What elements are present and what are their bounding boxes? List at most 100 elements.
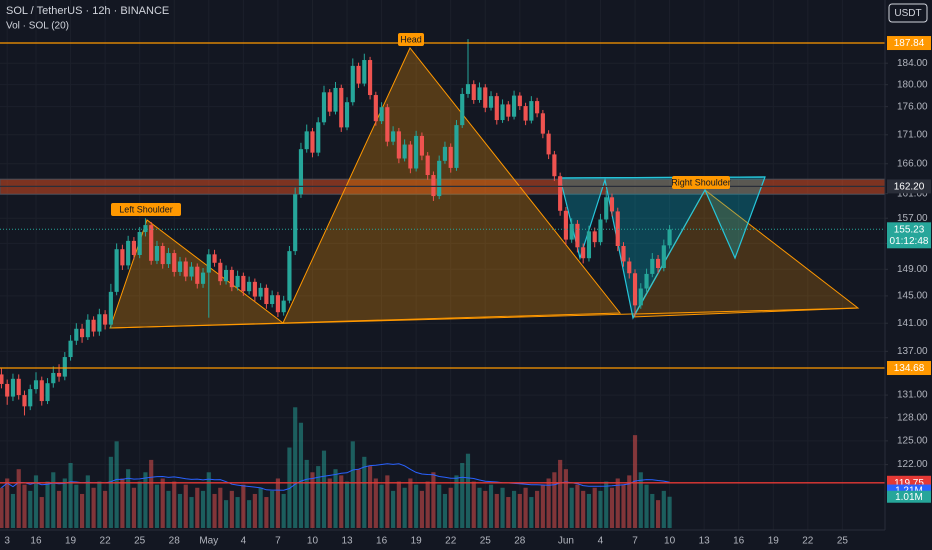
volume-bar — [154, 484, 160, 528]
candle-body — [586, 231, 592, 259]
candle-body — [488, 96, 494, 108]
volume-bar — [310, 472, 315, 528]
candle-body — [535, 101, 540, 114]
y-tick-label: 137.00 — [897, 346, 928, 357]
volume-bar — [511, 490, 517, 528]
candle-body — [344, 102, 350, 128]
x-tick-label: 25 — [480, 536, 492, 547]
x-tick-label: 16 — [30, 536, 42, 547]
candle-body — [241, 275, 246, 292]
candle-body — [650, 258, 655, 274]
volume-bar — [114, 441, 119, 528]
last-price-box — [887, 222, 931, 249]
annotation-tag — [672, 176, 730, 189]
volume-bar — [529, 497, 534, 528]
volume-bar — [10, 493, 16, 528]
volume-bar — [264, 497, 269, 528]
candle-body — [206, 254, 211, 273]
volume-bar — [540, 484, 545, 528]
candle-body — [414, 135, 419, 169]
volume-bar — [126, 469, 131, 528]
candles — [0, 39, 885, 484]
candle-body — [391, 131, 396, 142]
volume-bar — [39, 497, 44, 528]
x-tick-label: 22 — [445, 536, 457, 547]
candle-body — [270, 295, 275, 305]
candle-body — [575, 223, 580, 248]
level-label: 162.20 — [894, 182, 925, 193]
volume-bar — [281, 493, 286, 528]
candle-body — [661, 245, 666, 269]
candle-body — [114, 249, 119, 292]
volume-bar — [396, 481, 401, 528]
candle-body — [22, 395, 27, 407]
currency-button[interactable] — [888, 3, 928, 23]
volume-bar — [212, 493, 217, 528]
candle-body — [644, 273, 649, 289]
volume-bar — [558, 459, 563, 528]
volume-bar — [270, 490, 275, 528]
volume-bar — [535, 490, 540, 528]
pattern-top-line — [559, 176, 766, 179]
volume-bar — [517, 493, 522, 528]
volume-bar — [592, 487, 597, 528]
candle-body — [437, 160, 442, 197]
volume-bar — [379, 484, 384, 528]
volume-bar — [488, 484, 494, 528]
volume-bar — [661, 490, 666, 528]
candle-body — [632, 273, 638, 306]
candle-body — [425, 155, 430, 176]
volume-label-box — [887, 490, 931, 503]
volume-bar — [177, 493, 183, 528]
candle-body — [5, 383, 10, 397]
annotation-label: Left Shoulder — [119, 204, 173, 214]
candle-body — [350, 65, 355, 103]
candle-body — [177, 261, 183, 272]
x-tick-label: 28 — [169, 536, 181, 547]
volume-bar — [241, 484, 246, 528]
y-tick-label: 184.00 — [897, 58, 928, 69]
volume-bar — [385, 475, 390, 528]
volume-bar — [22, 484, 27, 528]
x-tick-label: 3 — [4, 536, 10, 547]
volume-bar — [33, 475, 39, 528]
candle-body — [252, 281, 257, 297]
volume-bar — [632, 435, 638, 528]
volume-bar — [431, 472, 436, 528]
candle-body — [97, 314, 102, 332]
y-tick-label: 180.00 — [897, 79, 928, 90]
indicator-title: Vol · SOL (20) — [6, 21, 69, 32]
candle-body — [321, 92, 327, 123]
annotation-label: Head — [400, 34, 422, 44]
x-tick-label: May — [199, 536, 218, 547]
candle-body — [506, 104, 511, 117]
volume-bar — [425, 481, 430, 528]
last-price-label: 155.23 — [894, 224, 925, 235]
candle-body — [200, 272, 206, 284]
currency-label[interactable]: USDT — [894, 8, 921, 19]
volume-bar — [402, 487, 407, 528]
candle-body — [247, 281, 252, 292]
candle-body — [563, 210, 568, 240]
candle-body — [195, 266, 200, 284]
volume-bar — [465, 453, 471, 528]
candle-body — [79, 328, 85, 338]
candle-body — [143, 225, 148, 233]
candle-body — [511, 95, 517, 117]
volume-bar — [460, 463, 465, 528]
y-tick-label: 125.00 — [897, 436, 928, 447]
level-label-box — [887, 361, 931, 376]
candle-body — [333, 87, 338, 112]
volume-bar — [598, 490, 603, 528]
candle-body — [281, 300, 286, 313]
volume-bar — [615, 478, 620, 528]
head-triangle — [282, 47, 622, 324]
y-tick-label: 161.00 — [897, 188, 928, 199]
volume-bar — [218, 487, 223, 528]
volume-bar — [195, 487, 200, 528]
candle-body — [546, 133, 551, 155]
candle-body — [540, 113, 545, 134]
y-tick-label: 149.00 — [897, 264, 928, 275]
x-tick-label: 19 — [411, 536, 423, 547]
volume-bar — [373, 478, 378, 528]
